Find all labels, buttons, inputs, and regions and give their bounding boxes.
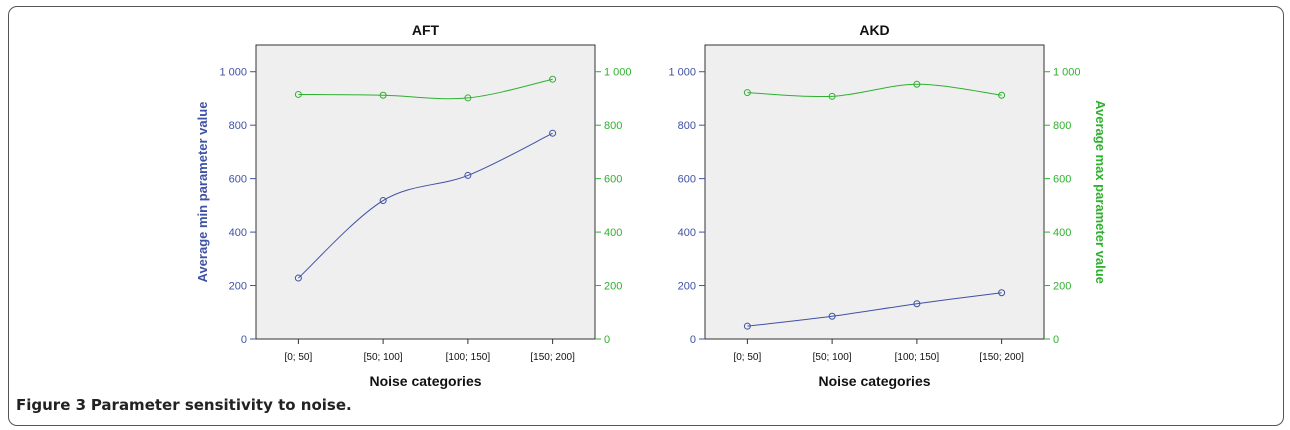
y-tick-label-right: 800 (1053, 120, 1071, 132)
y-tick-label-left: 1 000 (668, 67, 696, 79)
y-tick-label-left: 600 (678, 174, 696, 186)
min-series-akd-point (743, 322, 751, 330)
figure-caption-label: Figure 3 (16, 396, 87, 414)
x-tick-label: [0; 50] (284, 352, 312, 363)
y-tick-label-left: 800 (678, 120, 696, 132)
shared-axis-labels: Average min parameter value Average max p… (195, 100, 1108, 284)
y-tick-label-left: 200 (678, 281, 696, 293)
y-tick-label-right: 1 000 (604, 67, 632, 79)
min-series-aft-point (464, 171, 472, 179)
x-axis-label-akd: Noise categories (818, 373, 930, 389)
max-series-akd-point (743, 89, 751, 97)
chart-panel-aft: AFT Noise categories [0; 50] [50; 100] [100;… (219, 22, 631, 389)
chart-title-akd: AKD (859, 22, 889, 38)
x-tick-label: [50; 100] (813, 352, 852, 363)
max-series-aft-line (298, 78, 553, 100)
y-tick-label-left: 600 (229, 174, 247, 186)
max-series-akd-point (998, 91, 1006, 99)
x-axis-label-aft: Noise categories (369, 373, 481, 389)
y-tick-label-right: 600 (604, 174, 622, 186)
min-series-akd-point (998, 289, 1006, 297)
max-series-akd-point (828, 92, 836, 100)
x-tick-label: [150; 200] (979, 352, 1024, 363)
x-tick-label: [0; 50] (733, 352, 761, 363)
y-tick-label-right: 200 (604, 281, 622, 293)
min-series-aft-line (298, 132, 553, 279)
y-tick-label-right: 400 (604, 227, 622, 239)
x-tick-label: [100; 150] (895, 352, 940, 363)
y-tick-label-right: 0 (604, 334, 610, 346)
min-series-aft-point (294, 274, 302, 282)
x-tick-label: [150; 200] (530, 352, 575, 363)
y-tick-label-right: 800 (604, 120, 622, 132)
max-series-aft-point (379, 91, 387, 99)
y-tick-label-left: 0 (241, 334, 247, 346)
x-tick-label: [50; 100] (364, 352, 403, 363)
chart-panel-akd: AKD Noise categories [0; 50] [50; 100] [100;… (668, 22, 1080, 389)
y-tick-label-left: 400 (229, 227, 247, 239)
figure-caption: Figure 3 Parameter sensitivity to noise. (16, 396, 352, 414)
y-tick-label-left: 1 000 (219, 67, 247, 79)
plot-area-akd (704, 44, 1045, 340)
max-series-aft-point (549, 75, 557, 83)
max-series-akd-line (747, 83, 1002, 98)
figure-caption-text: Parameter sensitivity to noise. (90, 396, 352, 414)
max-series-akd-point (913, 80, 921, 88)
y-tick-label-left: 200 (229, 281, 247, 293)
y-tick-label-right: 400 (1053, 227, 1071, 239)
max-series-aft-point (464, 94, 472, 102)
x-tick-label: [100; 150] (446, 352, 491, 363)
max-series-aft-point (294, 90, 302, 98)
min-series-aft-point (549, 129, 557, 137)
chart-title-aft: AFT (412, 22, 440, 38)
figure-frame (8, 6, 1284, 426)
y-tick-label-right: 200 (1053, 281, 1071, 293)
min-series-akd-point (828, 312, 836, 320)
plot-area-aft (255, 44, 596, 340)
y-axis-label-right: Average max parameter value (1093, 100, 1108, 284)
y-tick-label-left: 0 (690, 334, 696, 346)
min-series-aft-point (379, 197, 387, 205)
y-tick-label-right: 600 (1053, 174, 1071, 186)
y-tick-label-right: 1 000 (1053, 67, 1081, 79)
y-tick-label-right: 0 (1053, 334, 1059, 346)
y-tick-label-left: 800 (229, 120, 247, 132)
min-series-akd-line (747, 292, 1002, 327)
y-axis-label-left: Average min parameter value (195, 102, 210, 283)
y-tick-label-left: 400 (678, 227, 696, 239)
min-series-akd-point (913, 300, 921, 308)
